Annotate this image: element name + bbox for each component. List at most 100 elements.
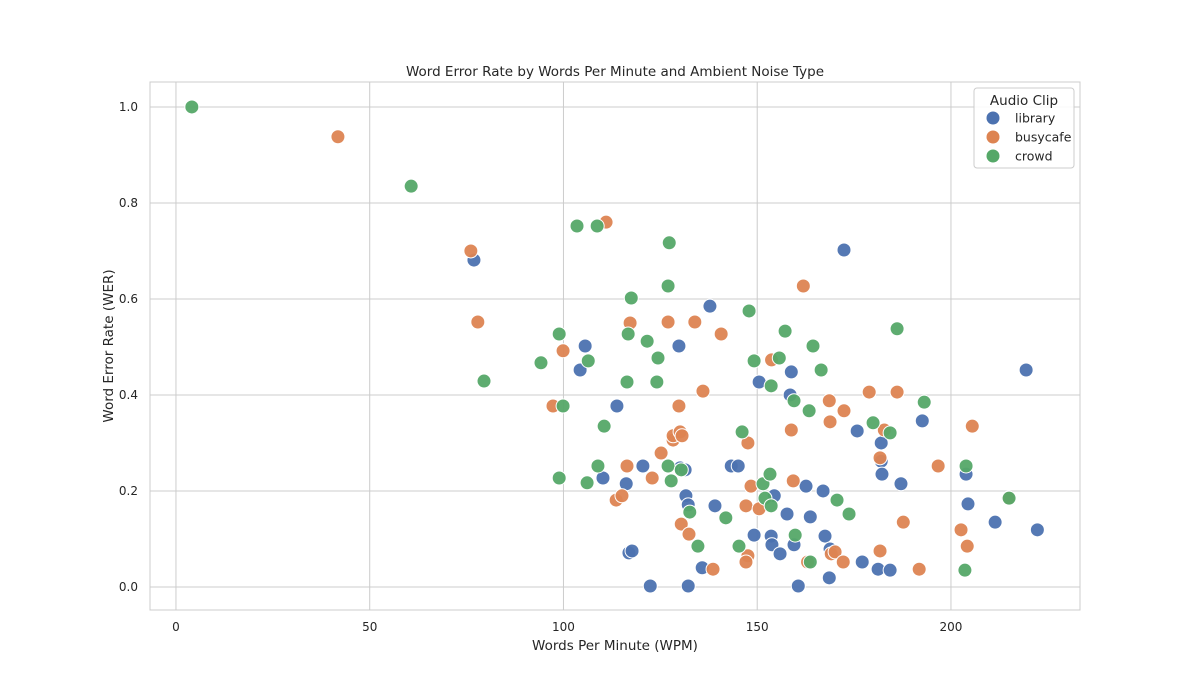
point-busycafe	[835, 554, 851, 570]
point-crowd	[589, 218, 605, 234]
point-busycafe	[705, 561, 721, 577]
point-busycafe	[889, 384, 905, 400]
point-crowd	[184, 99, 200, 115]
point-busycafe	[821, 393, 837, 409]
point-library	[609, 398, 625, 414]
point-crowd	[801, 403, 817, 419]
point-crowd	[916, 394, 932, 410]
point-busycafe	[953, 522, 969, 538]
point-busycafe	[555, 343, 571, 359]
point-library	[914, 413, 930, 429]
point-crowd	[579, 475, 595, 491]
point-busycafe	[738, 554, 754, 570]
point-busycafe	[872, 543, 888, 559]
point-crowd	[476, 373, 492, 389]
x-tick-label: 100	[552, 620, 575, 634]
legend-marker-library	[986, 111, 1000, 125]
point-busycafe	[827, 544, 843, 560]
point-crowd	[619, 374, 635, 390]
legend-title: Audio Clip	[990, 93, 1058, 109]
point-library	[798, 478, 814, 494]
point-busycafe	[671, 398, 687, 414]
x-tick-label: 0	[172, 620, 180, 634]
point-crowd	[731, 538, 747, 554]
point-library	[635, 458, 651, 474]
point-busycafe	[653, 445, 669, 461]
point-library	[671, 338, 687, 354]
point-crowd	[763, 498, 779, 514]
point-busycafe	[895, 514, 911, 530]
point-busycafe	[674, 428, 690, 444]
point-library	[854, 554, 870, 570]
point-busycafe	[861, 384, 877, 400]
x-axis-label: Words Per Minute (WPM)	[532, 638, 698, 654]
point-crowd	[805, 338, 821, 354]
point-crowd	[596, 418, 612, 434]
point-crowd	[771, 350, 787, 366]
point-crowd	[763, 378, 779, 394]
point-library	[817, 528, 833, 544]
point-busycafe	[470, 314, 486, 330]
point-busycafe	[743, 478, 759, 494]
point-busycafe	[695, 383, 711, 399]
point-busycafe	[644, 470, 660, 486]
point-crowd	[403, 178, 419, 194]
point-library	[893, 476, 909, 492]
point-library	[1018, 362, 1034, 378]
y-tick-label: 1.0	[119, 100, 138, 114]
point-crowd	[734, 424, 750, 440]
point-crowd	[958, 458, 974, 474]
point-busycafe	[660, 314, 676, 330]
point-busycafe	[614, 488, 630, 504]
grid	[150, 82, 1080, 610]
point-crowd	[555, 398, 571, 414]
point-library	[987, 514, 1003, 530]
point-library	[836, 242, 852, 258]
point-crowd	[650, 350, 666, 366]
point-busycafe	[673, 516, 689, 532]
x-tick-label: 150	[746, 620, 769, 634]
point-crowd	[829, 492, 845, 508]
legend-marker-crowd	[986, 149, 1000, 163]
point-library	[783, 364, 799, 380]
y-tick-label: 0.2	[119, 484, 138, 498]
point-crowd	[841, 506, 857, 522]
point-library	[624, 543, 640, 559]
y-tick-label: 0.4	[119, 388, 138, 402]
point-library	[707, 498, 723, 514]
point-library	[802, 509, 818, 525]
point-crowd	[802, 554, 818, 570]
point-crowd	[673, 462, 689, 478]
legend-label-busycafe: busycafe	[1015, 130, 1072, 145]
point-crowd	[663, 473, 679, 489]
point-crowd	[533, 355, 549, 371]
point-crowd	[580, 353, 596, 369]
point-crowd	[620, 326, 636, 342]
point-library	[680, 578, 696, 594]
point-crowd	[762, 466, 778, 482]
x-tick-label: 50	[362, 620, 377, 634]
point-busycafe	[463, 243, 479, 259]
point-busycafe	[872, 450, 888, 466]
point-busycafe	[619, 458, 635, 474]
point-crowd	[777, 323, 793, 339]
point-crowd	[551, 470, 567, 486]
point-crowd	[813, 362, 829, 378]
point-busycafe	[681, 526, 697, 542]
point-busycafe	[964, 418, 980, 434]
chart-title: Word Error Rate by Words Per Minute and …	[406, 64, 824, 80]
point-library	[642, 578, 658, 594]
point-crowd	[865, 415, 881, 431]
point-busycafe	[687, 314, 703, 330]
point-crowd	[718, 510, 734, 526]
y-tick-label: 0.6	[119, 292, 138, 306]
point-crowd	[551, 326, 567, 342]
point-busycafe	[738, 498, 754, 514]
point-busycafe	[836, 403, 852, 419]
point-library	[815, 483, 831, 499]
point-library	[577, 338, 593, 354]
point-crowd	[660, 458, 676, 474]
point-library	[702, 298, 718, 314]
point-crowd	[639, 333, 655, 349]
